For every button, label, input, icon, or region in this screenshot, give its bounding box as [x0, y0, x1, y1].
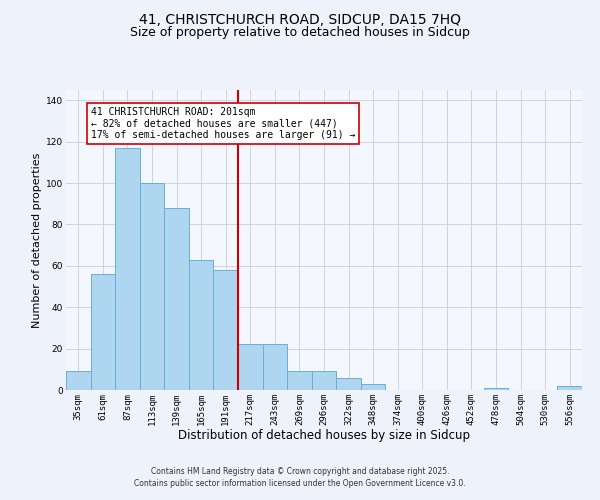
Bar: [238, 344, 263, 390]
Bar: [336, 378, 361, 390]
Bar: [361, 384, 385, 390]
Text: Size of property relative to detached houses in Sidcup: Size of property relative to detached ho…: [130, 26, 470, 39]
Y-axis label: Number of detached properties: Number of detached properties: [32, 152, 42, 328]
Text: 41, CHRISTCHURCH ROAD, SIDCUP, DA15 7HQ: 41, CHRISTCHURCH ROAD, SIDCUP, DA15 7HQ: [139, 12, 461, 26]
Bar: [115, 148, 140, 390]
Bar: [312, 372, 336, 390]
X-axis label: Distribution of detached houses by size in Sidcup: Distribution of detached houses by size …: [178, 429, 470, 442]
Bar: [484, 388, 508, 390]
Bar: [263, 344, 287, 390]
Bar: [164, 208, 189, 390]
Text: Contains HM Land Registry data © Crown copyright and database right 2025.
Contai: Contains HM Land Registry data © Crown c…: [134, 466, 466, 487]
Bar: [189, 260, 214, 390]
Bar: [91, 274, 115, 390]
Bar: [140, 183, 164, 390]
Bar: [66, 372, 91, 390]
Bar: [557, 386, 582, 390]
Text: 41 CHRISTCHURCH ROAD: 201sqm
← 82% of detached houses are smaller (447)
17% of s: 41 CHRISTCHURCH ROAD: 201sqm ← 82% of de…: [91, 106, 355, 140]
Bar: [287, 372, 312, 390]
Bar: [214, 270, 238, 390]
